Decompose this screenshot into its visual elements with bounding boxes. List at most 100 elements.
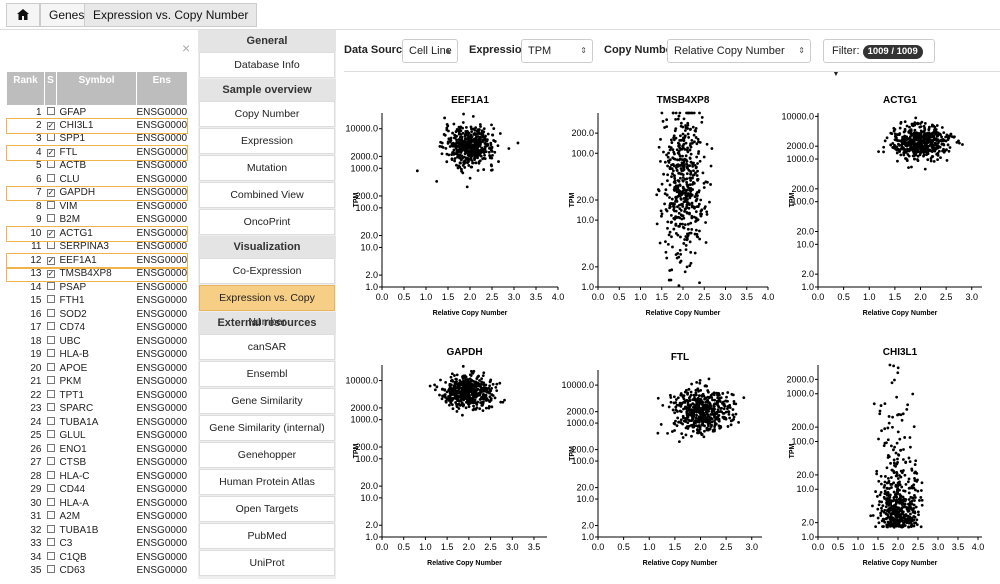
table-row[interactable]: 28 HLA-C ENSG0000 (7, 470, 187, 484)
table-row[interactable]: 13 ✓ TMSB4XP8 ENSG0000 (5, 266, 189, 282)
table-row[interactable]: 5 ACTB ENSG0000 (7, 160, 187, 174)
menu-item-mutation[interactable]: Mutation (199, 155, 335, 181)
select-checkbox[interactable] (45, 430, 57, 444)
table-row[interactable]: 12 ✓ EEF1A1 ENSG0000 (5, 253, 189, 269)
menu-item-genehopper[interactable]: Genehopper (199, 442, 335, 468)
select-checkbox[interactable] (45, 349, 57, 363)
home-icon[interactable] (6, 3, 40, 27)
select-checkbox[interactable] (45, 497, 57, 511)
select-checkbox[interactable]: ✓ (44, 119, 57, 133)
select-checkbox[interactable] (45, 308, 57, 322)
select-checkbox[interactable] (45, 200, 57, 214)
menu-item-expression[interactable]: Expression (199, 128, 335, 154)
table-row[interactable]: 22 TPT1 ENSG0000 (7, 389, 187, 403)
table-row[interactable]: 34 C1QB ENSG0000 (7, 551, 187, 565)
data-source-select[interactable]: Cell Line ▲ (402, 39, 458, 63)
data-point (671, 172, 674, 176)
table-row[interactable]: 8 VIM ENSG0000 (7, 200, 187, 214)
select-checkbox[interactable] (45, 565, 57, 579)
table-row[interactable]: 21 PKM ENSG0000 (7, 376, 187, 390)
expression-select[interactable]: TPM ⇕ (521, 39, 593, 63)
select-checkbox[interactable] (45, 106, 57, 120)
column-header-selected[interactable]: S (44, 71, 57, 106)
table-row[interactable]: 26 ENO1 ENSG0000 (7, 443, 187, 457)
table-row[interactable]: 24 TUBA1A ENSG0000 (7, 416, 187, 430)
select-checkbox[interactable] (45, 322, 57, 336)
select-checkbox[interactable] (45, 484, 57, 498)
column-header-rank[interactable]: Rank (6, 71, 45, 106)
select-checkbox[interactable] (45, 416, 57, 430)
select-checkbox[interactable] (45, 173, 57, 187)
menu-item-copy-number[interactable]: Copy Number (199, 101, 335, 127)
column-header-ensembl[interactable]: Ens (136, 71, 188, 106)
select-checkbox[interactable] (45, 389, 57, 403)
menu-item-cansar[interactable]: canSAR (199, 334, 335, 360)
menu-item-gene-similarity[interactable]: Gene Similarity (199, 388, 335, 414)
table-row[interactable]: 23 SPARC ENSG0000 (7, 403, 187, 417)
table-row[interactable]: 35 CD63 ENSG0000 (7, 565, 187, 579)
select-checkbox[interactable] (45, 470, 57, 484)
select-checkbox[interactable] (45, 160, 57, 174)
table-row[interactable]: 32 TUBA1B ENSG0000 (7, 524, 187, 538)
table-row[interactable]: 4 ✓ FTL ENSG0000 (5, 145, 189, 161)
table-row[interactable]: 3 SPP1 ENSG0000 (7, 133, 187, 147)
copy-number-select[interactable]: Relative Copy Number ⇕ (667, 39, 811, 63)
select-checkbox[interactable] (45, 335, 57, 349)
menu-item-ensembl[interactable]: Ensembl (199, 361, 335, 387)
menu-item-open-targets[interactable]: Open Targets (199, 496, 335, 522)
table-row[interactable]: 31 A2M ENSG0000 (7, 511, 187, 525)
menu-item-expression-vs-copy-number[interactable]: Expression vs. Copy Number (199, 285, 335, 328)
table-row[interactable]: 25 GLUL ENSG0000 (7, 430, 187, 444)
close-icon[interactable]: × (182, 40, 191, 56)
select-checkbox[interactable] (45, 551, 57, 565)
select-checkbox[interactable] (45, 511, 57, 525)
table-row[interactable]: 15 FTH1 ENSG0000 (7, 295, 187, 309)
select-checkbox[interactable]: ✓ (44, 186, 57, 200)
table-row[interactable]: 6 CLU ENSG0000 (7, 173, 187, 187)
table-row[interactable]: 7 ✓ GAPDH ENSG0000 (5, 185, 189, 201)
select-checkbox[interactable] (45, 281, 57, 295)
select-checkbox[interactable] (45, 443, 57, 457)
table-row[interactable]: 18 UBC ENSG0000 (7, 335, 187, 349)
select-checkbox[interactable] (45, 214, 57, 228)
table-row[interactable]: 17 CD74 ENSG0000 (7, 322, 187, 336)
select-checkbox[interactable]: ✓ (44, 227, 57, 241)
table-row[interactable]: 10 ✓ ACTG1 ENSG0000 (5, 226, 189, 242)
menu-item-database-info[interactable]: Database Info (199, 52, 335, 78)
select-checkbox[interactable] (45, 457, 57, 471)
menu-item-uniprot[interactable]: UniProt (199, 550, 335, 576)
menu-item-combined-view[interactable]: Combined View (199, 182, 335, 208)
table-row[interactable]: 2 ✓ CHI3L1 ENSG0000 (5, 118, 189, 134)
select-checkbox[interactable] (45, 133, 57, 147)
select-checkbox[interactable] (45, 376, 57, 390)
select-checkbox[interactable] (45, 524, 57, 538)
table-row[interactable]: 29 CD44 ENSG0000 (7, 484, 187, 498)
table-row[interactable]: 27 CTSB ENSG0000 (7, 457, 187, 471)
menu-item-human-protein-atlas[interactable]: Human Protein Atlas (199, 469, 335, 495)
table-row[interactable]: 1 GFAP ENSG0000 (7, 106, 187, 120)
table-row[interactable]: 9 B2M ENSG0000 (7, 214, 187, 228)
select-checkbox[interactable] (45, 403, 57, 417)
filter-button[interactable]: Filter: 1009 / 1009 ▼ (823, 39, 935, 78)
table-row[interactable]: 33 C3 ENSG0000 (7, 538, 187, 552)
menu-item-oncoprint[interactable]: OncoPrint (199, 209, 335, 235)
select-checkbox[interactable] (45, 295, 57, 309)
table-row[interactable]: 16 SOD2 ENSG0000 (7, 308, 187, 322)
select-checkbox[interactable] (45, 362, 57, 376)
data-point (473, 129, 477, 132)
table-row[interactable]: 11 SERPINA3 ENSG0000 (7, 241, 187, 255)
column-header-symbol[interactable]: Symbol (56, 71, 137, 106)
select-checkbox[interactable] (45, 538, 57, 552)
menu-item-pubmed[interactable]: PubMed (199, 523, 335, 549)
menu-item-gene-similarity-internal[interactable]: Gene Similarity (internal) (199, 415, 335, 441)
select-checkbox[interactable]: ✓ (44, 254, 57, 268)
select-checkbox[interactable]: ✓ (44, 146, 57, 160)
table-row[interactable]: 19 HLA-B ENSG0000 (7, 349, 187, 363)
table-row[interactable]: 20 APOE ENSG0000 (7, 362, 187, 376)
table-row[interactable]: 30 HLA-A ENSG0000 (7, 497, 187, 511)
select-checkbox[interactable]: ✓ (44, 267, 57, 281)
menu-item-co-expression[interactable]: Co-Expression (199, 258, 335, 284)
table-row[interactable]: 14 PSAP ENSG0000 (7, 281, 187, 295)
select-checkbox[interactable] (45, 241, 57, 255)
breadcrumb-expression-vs-copy-number[interactable]: Expression vs. Copy Number (84, 3, 258, 27)
